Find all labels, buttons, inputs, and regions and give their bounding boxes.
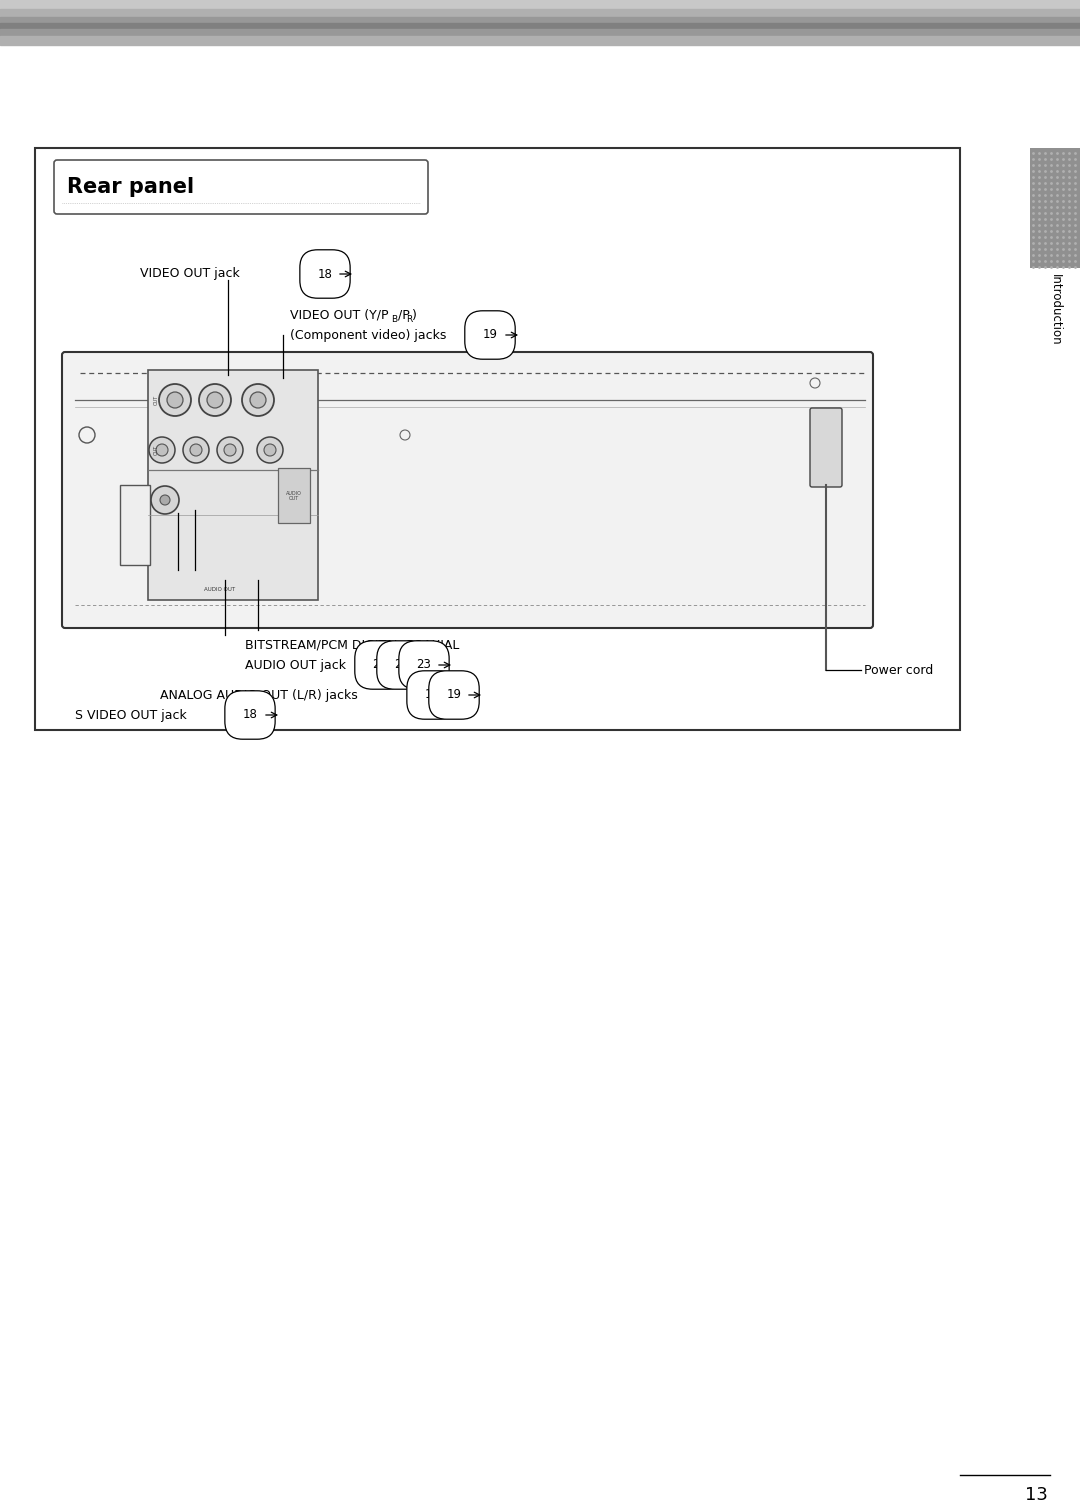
Circle shape <box>167 392 183 407</box>
Text: 19: 19 <box>483 329 498 341</box>
Text: BITSTREAM/PCM DIGITAL COAXIAL: BITSTREAM/PCM DIGITAL COAXIAL <box>245 638 459 652</box>
Bar <box>0 9 1080 17</box>
Bar <box>0 0 1080 9</box>
Bar <box>0 36 1080 45</box>
Text: 21: 21 <box>373 658 388 672</box>
Text: OUT: OUT <box>153 395 159 404</box>
Circle shape <box>190 444 202 456</box>
FancyBboxPatch shape <box>62 352 873 628</box>
Text: OUT: OUT <box>153 445 159 456</box>
Circle shape <box>149 438 175 463</box>
Circle shape <box>257 438 283 463</box>
Text: 18: 18 <box>424 688 440 702</box>
Circle shape <box>249 392 266 407</box>
Text: B: B <box>391 314 397 323</box>
Bar <box>0 17 1080 23</box>
Text: VIDEO OUT (Y/P: VIDEO OUT (Y/P <box>291 308 389 321</box>
Circle shape <box>199 383 231 416</box>
Text: 18: 18 <box>318 267 333 281</box>
Text: ANALOG AUDIO OUT (L/R) jacks: ANALOG AUDIO OUT (L/R) jacks <box>160 688 362 702</box>
Circle shape <box>183 438 210 463</box>
Text: AUDIO OUT: AUDIO OUT <box>204 587 235 592</box>
Circle shape <box>207 392 222 407</box>
Circle shape <box>156 444 168 456</box>
Circle shape <box>217 438 243 463</box>
Text: Power cord: Power cord <box>864 664 933 676</box>
Text: AUDIO
OUT: AUDIO OUT <box>286 490 302 501</box>
Bar <box>120 484 150 564</box>
Text: VIDEO OUT jack: VIDEO OUT jack <box>140 267 244 281</box>
Circle shape <box>79 427 95 444</box>
Bar <box>1030 148 1080 269</box>
Text: /P: /P <box>399 308 409 321</box>
Text: Rear panel: Rear panel <box>67 177 194 198</box>
Text: 19: 19 <box>446 688 461 702</box>
Text: Introduction: Introduction <box>1049 275 1062 346</box>
FancyBboxPatch shape <box>54 160 428 214</box>
Circle shape <box>242 383 274 416</box>
Bar <box>35 148 960 730</box>
Text: 18: 18 <box>243 709 257 721</box>
Text: (Component video) jacks: (Component video) jacks <box>291 329 450 341</box>
Bar <box>278 468 310 524</box>
Text: ): ) <box>411 308 417 321</box>
Circle shape <box>264 444 276 456</box>
Text: 23: 23 <box>417 658 431 672</box>
Bar <box>0 29 1080 36</box>
Text: S VIDEO OUT jack: S VIDEO OUT jack <box>75 709 191 721</box>
Circle shape <box>810 377 820 388</box>
Text: R: R <box>406 314 413 323</box>
Text: 22: 22 <box>394 658 409 672</box>
Bar <box>0 23 1080 29</box>
Circle shape <box>160 495 170 506</box>
Text: AUDIO OUT jack: AUDIO OUT jack <box>245 658 350 672</box>
Circle shape <box>224 444 237 456</box>
Circle shape <box>400 430 410 441</box>
Circle shape <box>159 383 191 416</box>
Circle shape <box>151 486 179 515</box>
Text: 13: 13 <box>1025 1486 1048 1504</box>
Bar <box>148 370 318 601</box>
FancyBboxPatch shape <box>810 407 842 487</box>
